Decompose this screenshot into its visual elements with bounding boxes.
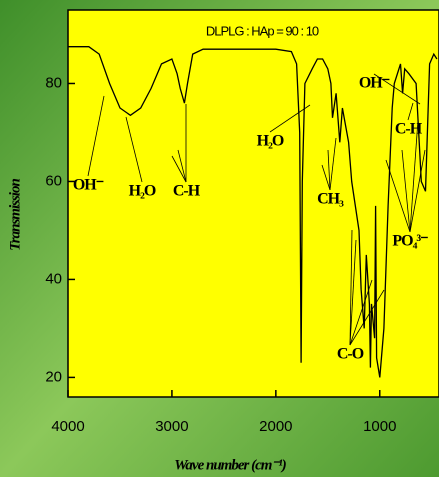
annotation-arrow [269,104,311,133]
annotation-arrow [327,149,331,191]
annotation-arrow [373,73,421,105]
annotation: C-O [337,346,364,363]
annotation-arrow [125,116,143,183]
y-tick-label: 40 [45,270,62,287]
annotation-arrow [177,149,187,183]
annotation-arrow [321,164,331,191]
y-tick-label: 20 [45,368,62,385]
spectrum-line [68,46,438,378]
annotation-arrow [171,155,187,183]
annotation-arrow [409,149,426,233]
annotation: H₂O [257,133,284,150]
y-axis-label: Transmission [7,179,23,251]
annotation-arrow [87,95,105,177]
annotation-arrow [349,229,353,346]
annotation-arrow [409,119,419,233]
annotation: C-H [173,183,201,200]
annotation: H₂O [129,183,156,200]
y-tick-label: 80 [45,74,62,91]
y-tick-label: 60 [45,172,62,189]
annotation-arrow [385,159,411,233]
x-tick-label: 2000 [259,418,292,435]
x-tick-label: 1000 [363,418,396,435]
plot-area [67,9,439,398]
annotation-arrow [329,137,337,191]
annotation: CH₃ [317,191,344,208]
x-tick-label: 3000 [155,418,188,435]
annotation-arrow [349,289,385,346]
annotation-arrow [349,279,373,346]
x-axis-label: Wave number (cm⁻¹) [174,457,287,473]
annotation: OH⁻ [359,75,390,92]
annotation: C-H [395,121,423,138]
chart-title: DLPLG : HAp = 90 : 10 [206,23,319,38]
annotation: PO₄³⁻ [392,233,428,250]
annotation-arrow [407,102,414,121]
annotation-arrow [349,239,357,346]
annotation-arrow [401,149,411,233]
x-tick-label: 4000 [51,418,84,435]
annotation: OH⁻ [73,177,104,194]
